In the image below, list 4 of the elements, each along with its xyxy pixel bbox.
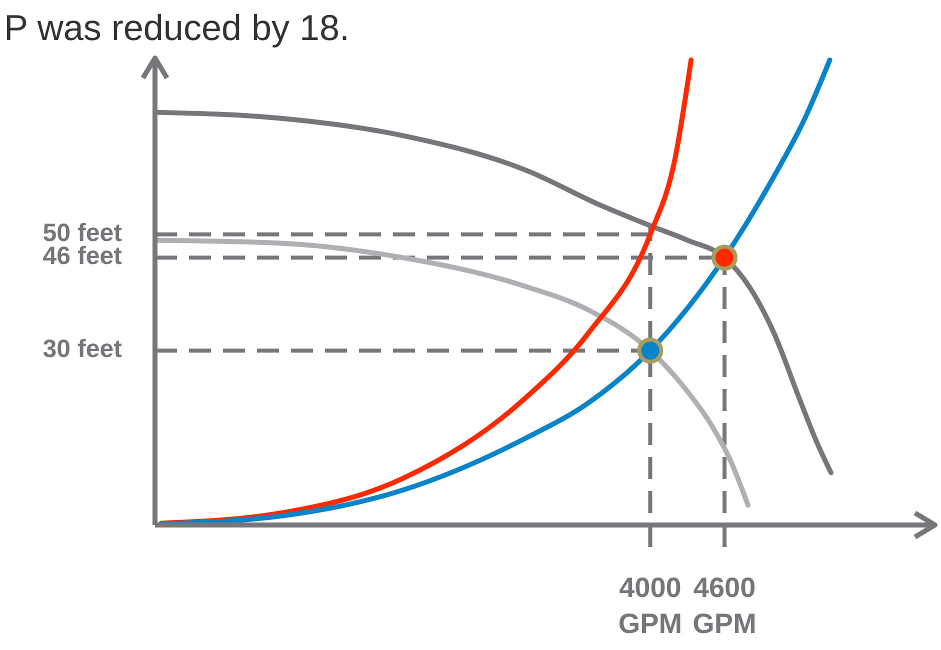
x-tick-label: 4000 GPM: [618, 572, 682, 639]
chart-title: P was reduced by 18.: [4, 7, 350, 48]
y-tick-label: 30 feet: [42, 335, 123, 364]
x-tick-label: 4600 GPM: [692, 572, 756, 639]
